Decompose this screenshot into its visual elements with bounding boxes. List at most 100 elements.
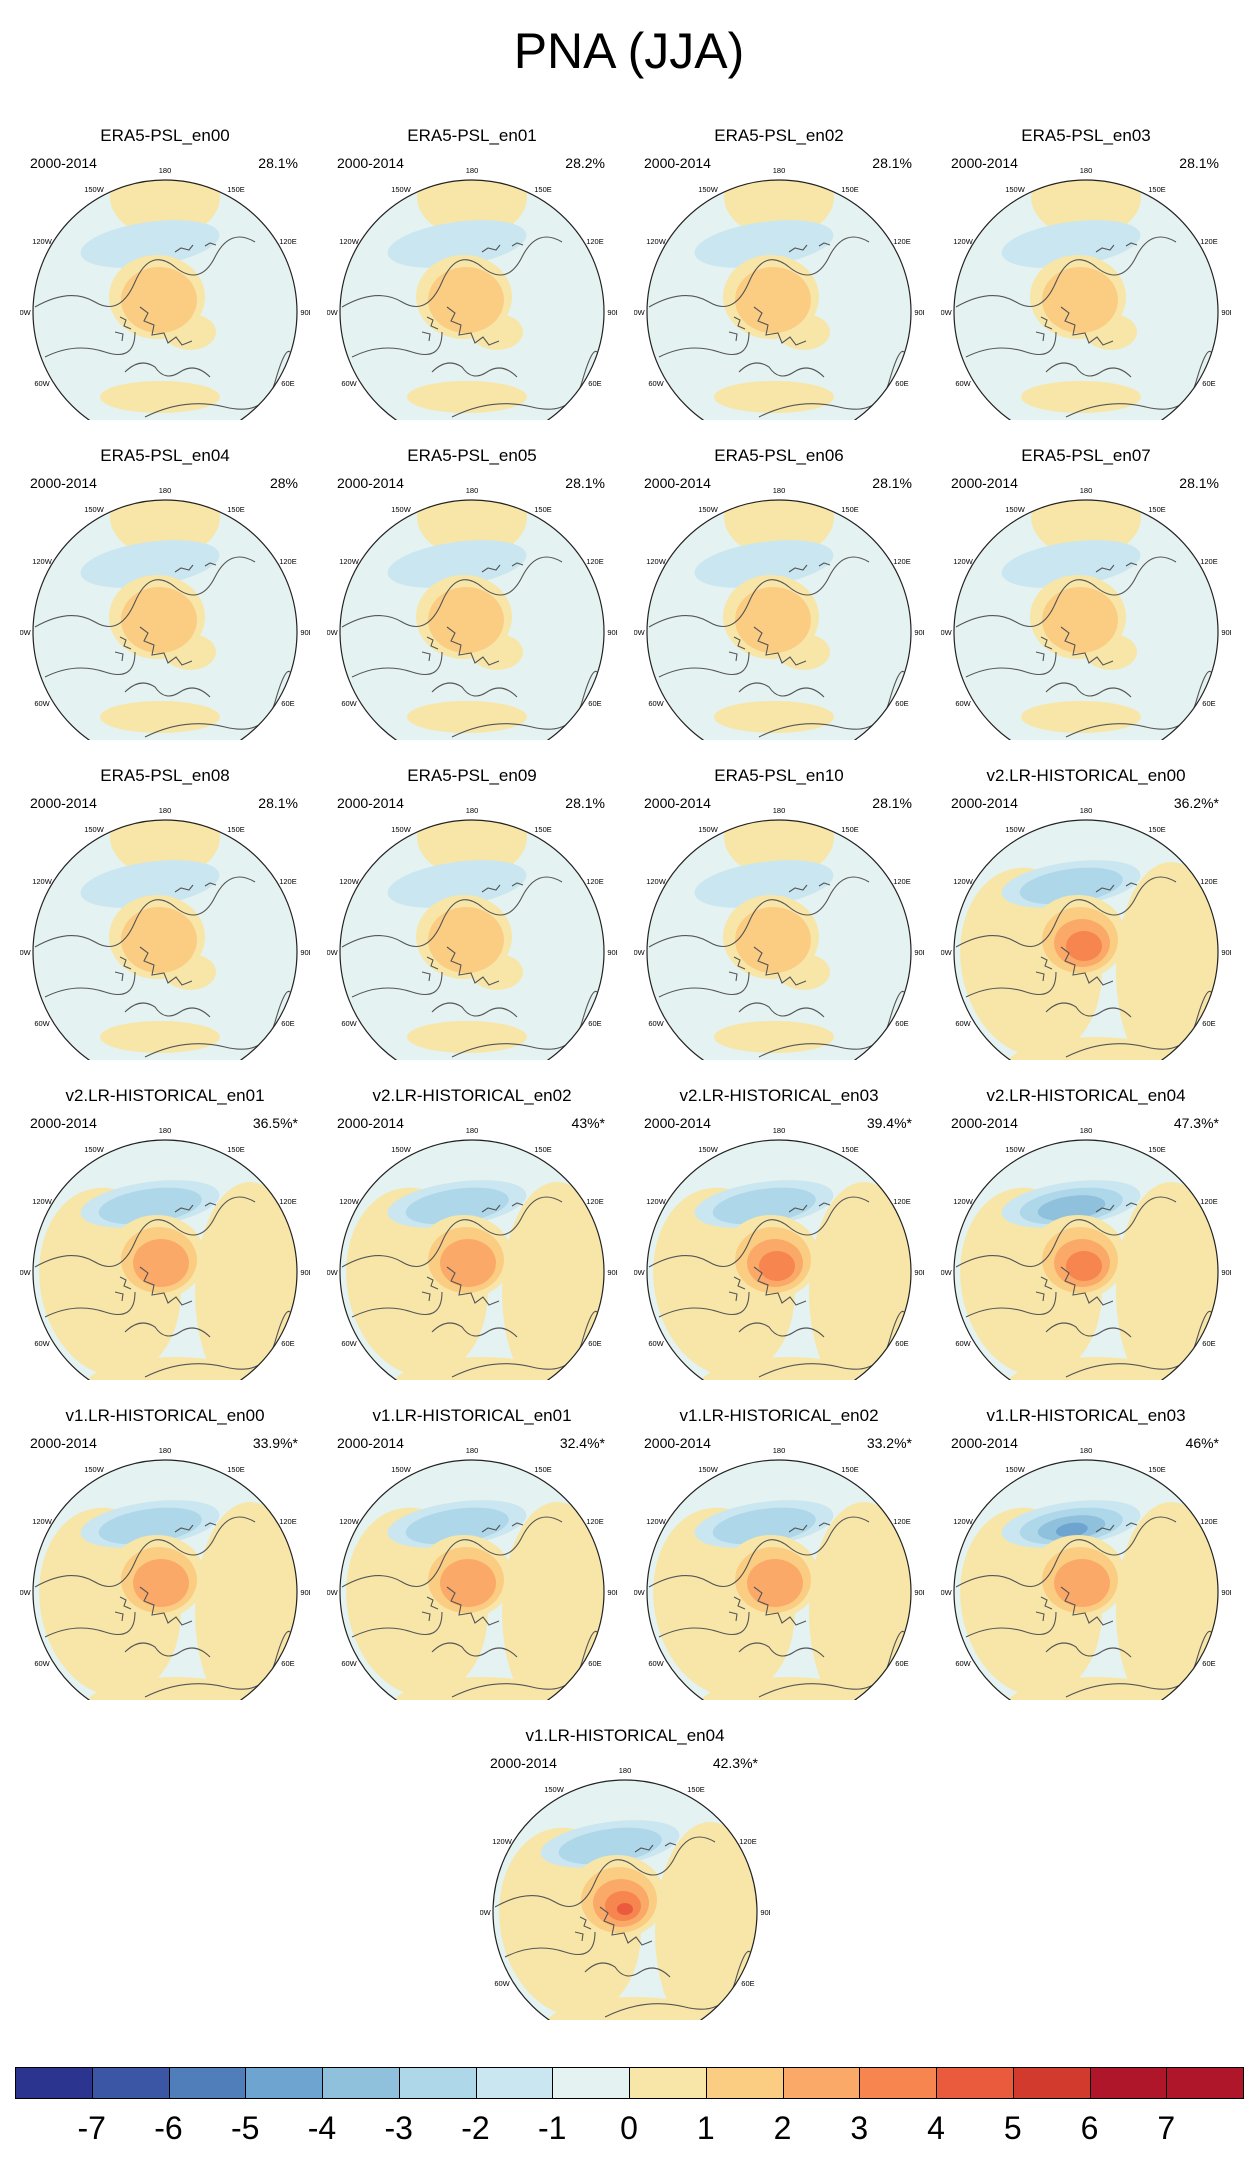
panel-title: v1.LR-HISTORICAL_en02 xyxy=(679,1406,879,1425)
longitude-label: 180 xyxy=(159,806,172,815)
longitude-label: 120W xyxy=(32,557,53,566)
longitude-label: 120W xyxy=(953,877,974,886)
map-boundary xyxy=(646,1139,912,1380)
map-panel: 180150W150E120W120E90W90E60W60E30W30E0ER… xyxy=(941,120,1231,420)
positive-anomaly-contour xyxy=(440,1559,496,1607)
colorbar-bin xyxy=(1012,2067,1091,2099)
panel-period: 2000-2014 xyxy=(951,475,1018,491)
panel-variance: 28.1% xyxy=(872,475,912,491)
panel-title: ERA5-PSL_en06 xyxy=(714,446,844,465)
anomaly-field xyxy=(647,1460,911,1700)
longitude-label: 60W xyxy=(34,699,50,708)
longitude-label: 180 xyxy=(1080,1446,1093,1455)
map-panel: 180150W150E120W120E90W90E60W60E30W30E0ER… xyxy=(634,440,924,740)
longitude-label: 60E xyxy=(1202,1659,1215,1668)
longitude-label: 60E xyxy=(895,1019,908,1028)
polar-map: 180150W150E120W120E90W90E60W60E30W30E0 xyxy=(20,166,310,420)
longitude-label: 180 xyxy=(1080,1126,1093,1135)
longitude-label: 120W xyxy=(646,1517,667,1526)
map-panel: 180150W150E120W120E90W90E60W60E30W30E0ER… xyxy=(634,760,924,1060)
panel-period: 2000-2014 xyxy=(337,155,404,171)
longitude-label: 120E xyxy=(739,1837,757,1846)
positive-anomaly-region xyxy=(714,1021,834,1053)
colorbar-tick-label: 6 xyxy=(1080,2110,1099,2146)
colorbar-bin xyxy=(552,2067,630,2099)
coastlines xyxy=(34,556,291,738)
longitude-label: 120W xyxy=(953,557,974,566)
longitude-label: 120E xyxy=(893,877,911,886)
positive-anomaly-contour xyxy=(759,1251,795,1281)
panel-period: 2000-2014 xyxy=(337,1115,404,1131)
negative-anomaly-contour xyxy=(405,1187,509,1225)
longitude-label: 90W xyxy=(20,948,32,957)
positive-anomaly-contour xyxy=(1054,1559,1110,1607)
longitude-label: 150E xyxy=(1148,1465,1166,1474)
longitude-label: 150W xyxy=(698,1465,719,1474)
longitude-label: 60W xyxy=(955,379,971,388)
coastlines xyxy=(494,1836,751,2018)
longitude-label: 60W xyxy=(34,1019,50,1028)
polar-map: 180150W150E120W120E90W90E60W60E30W30E0 xyxy=(327,166,617,420)
colorbar-tick-label: 5 xyxy=(1003,2110,1022,2146)
coastlines xyxy=(648,876,905,1058)
longitude-label: 90W xyxy=(327,948,339,957)
colorbar-tick-label: -4 xyxy=(307,2110,337,2146)
panel-title: v1.LR-HISTORICAL_en03 xyxy=(986,1406,1186,1425)
longitude-label: 150E xyxy=(841,185,859,194)
polar-map: 180150W150E120W120E90W90E60W60E30W30E0 xyxy=(634,166,924,420)
colorbar-bin xyxy=(168,2067,247,2099)
longitude-label: 90E xyxy=(1221,308,1231,317)
longitude-label: 180 xyxy=(159,1446,172,1455)
longitude-label: 150E xyxy=(1148,505,1166,514)
longitude-label: 180 xyxy=(159,1126,172,1135)
panel-variance: 43%* xyxy=(571,1115,605,1131)
longitude-label: 150W xyxy=(1005,1465,1026,1474)
coastlines xyxy=(34,1516,291,1698)
longitude-label: 120W xyxy=(953,1517,974,1526)
positive-anomaly-region xyxy=(407,701,527,733)
longitude-label: 150E xyxy=(227,185,245,194)
panel-variance: 33.9%* xyxy=(252,1435,298,1451)
longitude-label: 90E xyxy=(607,1588,617,1597)
longitude-label: 120W xyxy=(339,877,360,886)
longitude-label: 120W xyxy=(32,877,53,886)
panel-period: 2000-2014 xyxy=(30,1435,97,1451)
polar-map: 180150W150E120W120E90W90E60W60E30W30E0 xyxy=(480,1766,770,2020)
longitude-label: 150W xyxy=(1005,825,1026,834)
longitude-label: 150W xyxy=(391,1465,412,1474)
longitude-label: 90W xyxy=(327,1268,339,1277)
colorbar-tick-label: 4 xyxy=(927,2110,945,2146)
longitude-label: 90W xyxy=(20,1588,32,1597)
longitude-label: 120E xyxy=(893,237,911,246)
longitude-label: 90W xyxy=(634,948,646,957)
longitude-label: 120W xyxy=(339,557,360,566)
longitude-label: 90E xyxy=(300,1268,310,1277)
anomaly-field xyxy=(340,1460,604,1700)
panel-period: 2000-2014 xyxy=(644,155,711,171)
coastlines xyxy=(341,556,598,738)
negative-anomaly-contour xyxy=(80,860,220,908)
longitude-label: 60W xyxy=(341,1659,357,1668)
negative-anomaly-contour xyxy=(1055,1522,1088,1538)
coastlines xyxy=(955,876,1212,1058)
colorbar-bin xyxy=(1166,2067,1244,2099)
longitude-label: 90W xyxy=(480,1908,492,1917)
polar-map: 180150W150E120W120E90W90E60W60E30W30E0 xyxy=(327,806,617,1060)
panel-title: ERA5-PSL_en00 xyxy=(100,126,230,145)
positive-anomaly-region xyxy=(100,381,220,413)
panel-title: ERA5-PSL_en02 xyxy=(714,126,844,145)
positive-anomaly-region xyxy=(1021,701,1141,733)
polar-map: 180150W150E120W120E90W90E60W60E30W30E0 xyxy=(634,1126,924,1380)
panel-variance: 36.2%* xyxy=(1173,795,1219,811)
longitude-label: 120W xyxy=(953,237,974,246)
colorbar-bin xyxy=(936,2067,1014,2099)
longitude-label: 120E xyxy=(1200,1517,1218,1526)
panel-period: 2000-2014 xyxy=(951,1115,1018,1131)
longitude-label: 90E xyxy=(300,1588,310,1597)
longitude-label: 60W xyxy=(648,699,664,708)
longitude-label: 60W xyxy=(341,379,357,388)
coastlines xyxy=(34,1196,291,1378)
longitude-label: 90W xyxy=(634,308,646,317)
colorbar-tick-label: -5 xyxy=(231,2110,260,2146)
longitude-label: 60W xyxy=(34,379,50,388)
